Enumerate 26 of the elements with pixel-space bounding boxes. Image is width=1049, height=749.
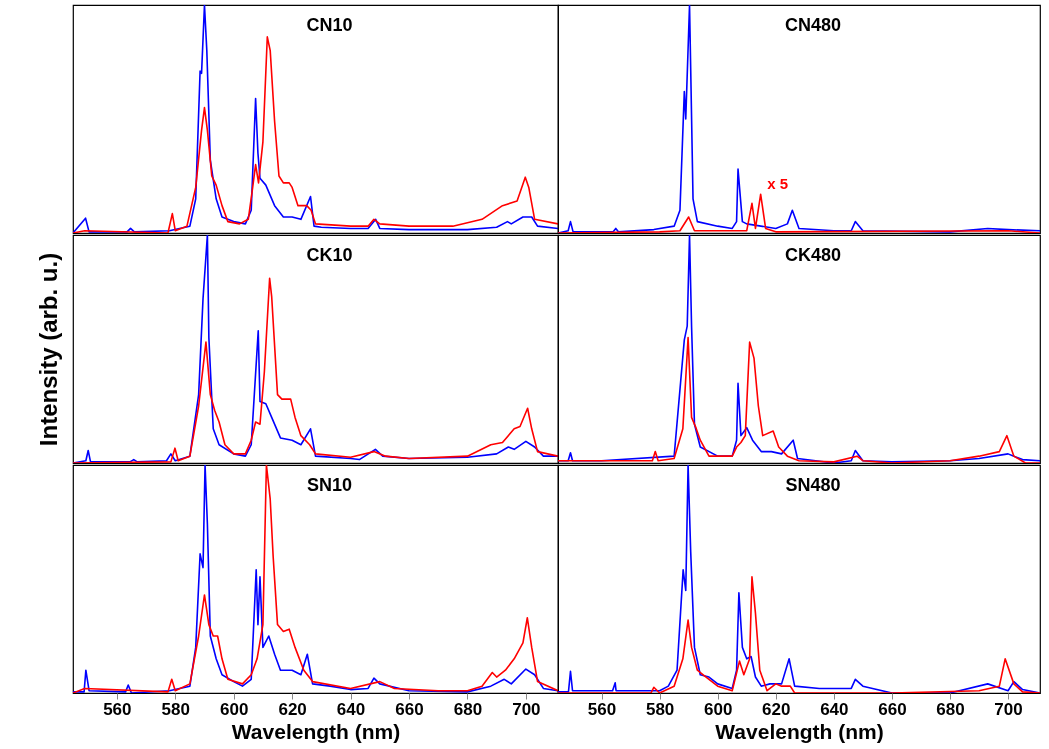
- x-tick-label: 620: [762, 699, 791, 719]
- x-tick-label: 620: [278, 699, 307, 719]
- y-axis-title: Intensity (arb. u.): [34, 252, 62, 447]
- x-tick-label: 640: [820, 699, 849, 719]
- x-tick-label: 640: [336, 699, 366, 719]
- text: SN10: [306, 475, 353, 495]
- x-tick-label: 660: [878, 699, 907, 719]
- x-axis-title: Wavelength (nm): [231, 719, 401, 743]
- text: CN10: [306, 15, 353, 35]
- x-tick-label: 660: [395, 699, 424, 719]
- x-tick-label: 560: [587, 699, 617, 719]
- x-tick-label: 560: [103, 699, 132, 719]
- text: CN480: [784, 15, 842, 35]
- text: SN480: [785, 475, 841, 495]
- x-tick-label: 700: [994, 699, 1023, 719]
- annotation: x 5: [767, 175, 789, 193]
- x-tick-label: 600: [704, 699, 733, 719]
- x-tick-label: 680: [936, 699, 965, 719]
- x-tick-label: 580: [645, 699, 675, 719]
- text: CK10: [306, 245, 353, 265]
- x-tick-label: 680: [453, 699, 483, 719]
- text: CK480: [784, 245, 842, 265]
- x-axis-title: Wavelength (nm): [715, 719, 884, 743]
- x-tick-label: 580: [161, 699, 190, 719]
- x-tick-label: 700: [512, 699, 541, 719]
- x-tick-label: 600: [220, 699, 249, 719]
